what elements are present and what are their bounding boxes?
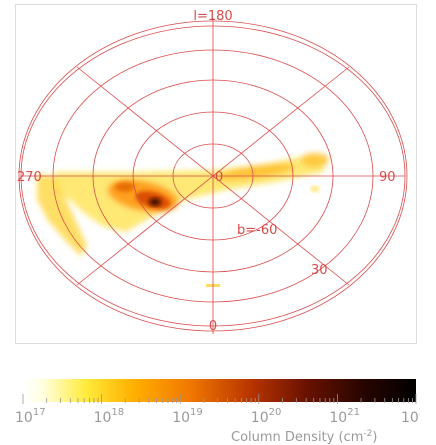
colorbar-tick-label: 1019 bbox=[172, 407, 203, 426]
hi-emission bbox=[37, 153, 329, 287]
label-l-center: 0 bbox=[215, 170, 223, 185]
colorbar-title: Column Density (cm-2) bbox=[231, 429, 377, 445]
label-l-left: 270 bbox=[17, 170, 42, 185]
colorbar-tick-label: 1017 bbox=[15, 407, 46, 426]
label-l-right: 90 bbox=[379, 170, 396, 185]
colorbar: 1017 1018 1019 1020 1021 1022 Column Density … bbox=[15, 379, 420, 445]
colorbar-tick-label: 1021 bbox=[329, 407, 360, 426]
sky-map: l=180 270 90 0 0 b=-60 30 bbox=[15, 4, 417, 344]
label-b-ring: b=-60 bbox=[237, 223, 277, 238]
colorbar-tick-label: 1018 bbox=[94, 407, 125, 426]
label-l-bottom: 0 bbox=[209, 319, 217, 334]
colorbar-gradient bbox=[23, 379, 416, 402]
label-l-top: l=180 bbox=[193, 9, 232, 24]
colorbar-tick-label: 1022 bbox=[401, 407, 420, 426]
label-b-ring-30: 30 bbox=[311, 263, 328, 278]
coordinate-grid bbox=[18, 18, 408, 334]
colorbar-tick-label: 1020 bbox=[251, 407, 282, 426]
